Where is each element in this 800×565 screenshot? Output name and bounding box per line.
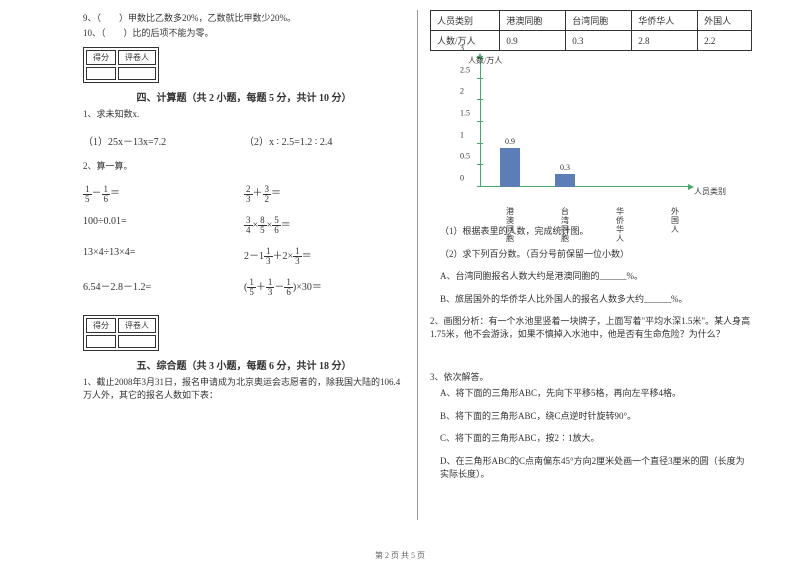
s4-q2: 2、算一算。 bbox=[83, 160, 405, 173]
q3b: B、将下面的三角形ABC，绕C点逆时针旋转90°。 bbox=[440, 410, 752, 423]
td-4: 2.2 bbox=[698, 31, 752, 51]
q3d: D、在三角形ABC的C点南偏东45°方向2厘米处画一个直径3厘米的圆（长度为实际… bbox=[440, 455, 752, 480]
q2: 2、画图分析：有一个水池里竖着一块牌子，上面写着"平均水深1.5米"。某人身高1… bbox=[430, 315, 752, 340]
q3a: A、将下面的三角形ABC，先向下平移5格，再向左平移4格。 bbox=[440, 387, 752, 400]
math-4b: (15＋13－16)×30＝ bbox=[244, 278, 405, 297]
math-2b: 34×85×56＝ bbox=[244, 216, 405, 235]
td-1: 0.9 bbox=[500, 31, 566, 51]
td-0: 人数/万人 bbox=[431, 31, 500, 51]
bar-chart: 人数/万人人员类别00.511.522.530.9港澳同胞0.3台湾同胞华侨华人… bbox=[450, 57, 710, 207]
th-2: 台湾同胞 bbox=[566, 11, 632, 31]
td-3: 2.8 bbox=[632, 31, 698, 51]
score-box-1: 得分 评卷人 bbox=[83, 47, 159, 83]
s5-q1: 1、截止2008年3月31日，报名申请成为北京奥运会志愿者的，除我国大陆的106… bbox=[83, 376, 405, 401]
s4-q1a: （1）25x－13x=7.2 bbox=[83, 133, 244, 148]
score-label-2: 得分 bbox=[86, 318, 116, 333]
section-4-title: 四、计算题（共 2 小题，每题 5 分，共计 10 分） bbox=[83, 89, 405, 104]
section-5-title: 五、综合题（共 3 小题，每题 6 分，共计 18 分） bbox=[83, 357, 405, 372]
grader-label: 评卷人 bbox=[118, 50, 156, 65]
q1-2: （2）求下列百分数。（百分号前保留一位小数） bbox=[440, 248, 752, 261]
math-1a: 15－16＝ bbox=[83, 184, 244, 203]
math-1b: 23＋32＝ bbox=[244, 184, 405, 203]
column-divider bbox=[417, 10, 418, 520]
question-9: 9、（ ）甲数比乙数多20%，乙数就比甲数少20%。 bbox=[83, 12, 405, 25]
math-3b: 2－113＋2×13＝ bbox=[244, 247, 405, 266]
grader-cell-2 bbox=[118, 335, 156, 348]
math-3a: 13×4÷13×4= bbox=[83, 247, 244, 266]
th-0: 人员类别 bbox=[431, 11, 500, 31]
q1-2a: A、台湾同胞报名人数大约是港澳同胞的______%。 bbox=[440, 270, 752, 283]
score-label: 得分 bbox=[86, 50, 116, 65]
s4-q1: 1、求未知数x. bbox=[83, 108, 405, 121]
score-box-2: 得分 评卷人 bbox=[83, 315, 159, 351]
data-table: 人员类别 港澳同胞 台湾同胞 华侨华人 外国人 人数/万人 0.9 0.3 2.… bbox=[430, 10, 752, 51]
th-4: 外国人 bbox=[698, 11, 752, 31]
td-2: 0.3 bbox=[566, 31, 632, 51]
score-cell bbox=[86, 67, 116, 80]
grader-label-2: 评卷人 bbox=[118, 318, 156, 333]
q3: 3、依次解答。 bbox=[430, 371, 752, 384]
page-footer: 第 2 页 共 5 页 bbox=[0, 550, 800, 561]
s4-q1b: （2）x ∶ 2.5=1.2 ∶ 2.4 bbox=[244, 133, 405, 148]
q1-1: （1）根据表里的人数，完成统计图。 bbox=[440, 225, 752, 238]
math-2a: 100÷0.01= bbox=[83, 216, 244, 235]
grader-cell bbox=[118, 67, 156, 80]
th-3: 华侨华人 bbox=[632, 11, 698, 31]
th-1: 港澳同胞 bbox=[500, 11, 566, 31]
q1-2b: B、旅居国外的华侨华人比外国人的报名人数多大约______%。 bbox=[440, 293, 752, 306]
question-10: 10、（ ）比的后项不能为零。 bbox=[83, 27, 405, 40]
score-cell-2 bbox=[86, 335, 116, 348]
math-4a: 6.54－2.8－1.2= bbox=[83, 278, 244, 297]
q3c: C、将下面的三角形ABC，按2∶1放大。 bbox=[440, 432, 752, 445]
